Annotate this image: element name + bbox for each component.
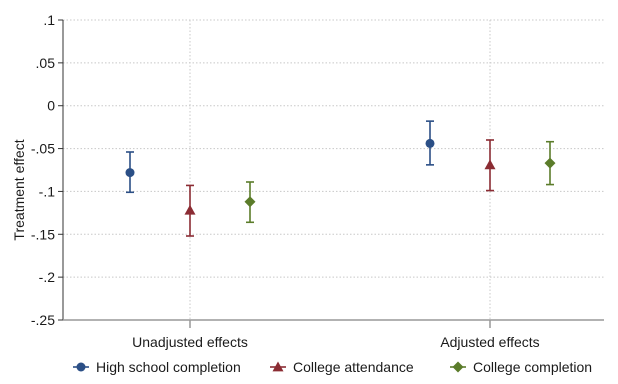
point-estimate [425, 138, 435, 148]
legend-label: High school completion [96, 359, 241, 375]
point-estimate [184, 204, 196, 215]
legend-item: High school completion [73, 359, 241, 375]
x-axis: Unadjusted effects Adjusted effects [63, 319, 604, 350]
point-estimate [544, 157, 556, 169]
legend-marker [452, 361, 464, 373]
y-tick-label: -.2 [39, 269, 56, 285]
x-tick-label: Unadjusted effects [132, 334, 248, 350]
legend-marker [76, 362, 86, 372]
legend-item: College attendance [270, 359, 414, 375]
y-tick-label: .05 [36, 55, 56, 71]
gridlines [63, 19, 604, 320]
y-tick-label: -.25 [31, 312, 55, 328]
y-axis: .1 .05 0 -.05 -.1 -.15 -.2 -.25 [31, 12, 64, 328]
point-estimate [125, 168, 135, 178]
point-estimate [244, 196, 256, 208]
point-estimate [484, 159, 496, 170]
legend-label: College attendance [293, 359, 414, 375]
y-tick-label: -.1 [39, 183, 56, 199]
legend: High school completion College attendance… [73, 359, 592, 375]
y-tick-label: -.05 [31, 141, 55, 157]
y-tick-label: -.15 [31, 226, 55, 242]
legend-marker [272, 361, 284, 372]
x-tick-label: Adjusted effects [440, 334, 539, 350]
y-tick-label: .1 [43, 12, 55, 28]
legend-label: College completion [473, 359, 592, 375]
data-marks [125, 120, 556, 237]
legend-item: College completion [450, 359, 592, 375]
y-tick-label: 0 [47, 98, 55, 114]
y-axis-title: Treatment effect [11, 139, 27, 240]
